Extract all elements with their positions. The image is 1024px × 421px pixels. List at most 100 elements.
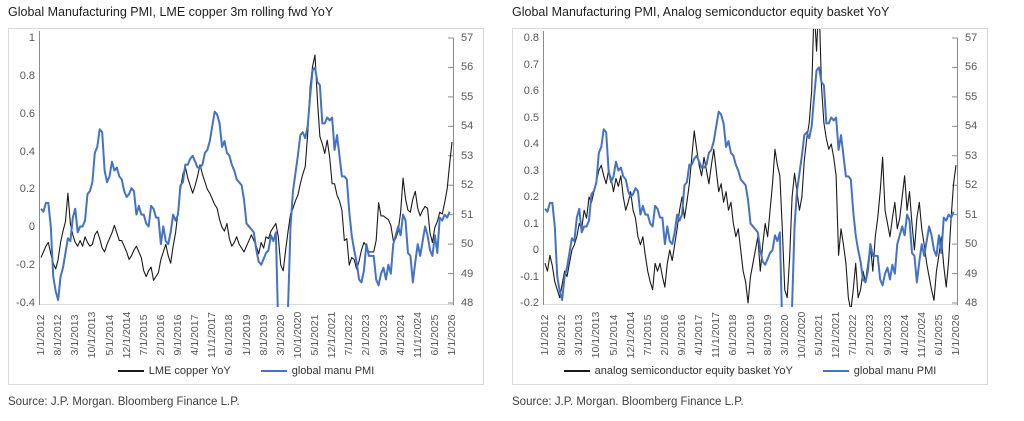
y-axis-label-right: 50: [461, 238, 474, 251]
y-axis-label-right: 48: [965, 297, 978, 309]
legend-label-analog: analog semiconductor equity basket YoY: [594, 365, 793, 377]
y-axis-label-right: 57: [461, 32, 474, 44]
y-axis-label-left: 0.4: [523, 138, 539, 150]
x-axis-label: 11/1/2017: [710, 312, 723, 358]
x-axis-label: 8/1/2012: [52, 314, 65, 356]
chart-title: Global Manufacturing PMI, Analog semicon…: [512, 5, 890, 19]
y-axis-label-right: 52: [965, 179, 978, 192]
x-axis-label: 6/1/2018: [223, 314, 236, 356]
source-note: Source: J.P. Morgan. Bloomberg Finance L…: [512, 396, 744, 408]
x-axis-label: 10/1/2020: [291, 311, 304, 359]
x-axis-label: 11/1/2024: [411, 312, 424, 358]
y-axis-label-right: 51: [965, 208, 978, 221]
y-axis-label-left: 1: [28, 32, 35, 44]
y-axis-label-left: -0.4: [16, 297, 35, 309]
legend-label-pmi: global manu PMI: [853, 365, 937, 377]
x-axis-label: 2/1/2023: [864, 314, 877, 356]
x-axis-label: 9/1/2023: [881, 314, 894, 356]
x-axis-label: 3/1/2013: [573, 314, 586, 356]
x-axis-label: 1/1/2012: [35, 314, 47, 356]
x-axis-label: 12/1/2021: [326, 311, 339, 359]
y-axis-label-right: 52: [461, 179, 474, 192]
y-axis-label-right: 53: [461, 149, 474, 162]
y-axis-label-right: 56: [461, 61, 474, 74]
series-line-analog-semiconductor-equity-basket-yoy: [544, 29, 957, 307]
x-axis-label: 9/1/2023: [377, 314, 390, 356]
series-line-global-manu-pmi: [544, 66, 955, 307]
x-axis-label: 11/1/2017: [206, 312, 219, 358]
legend-line-pmi-icon: [822, 370, 849, 372]
legend-item: analog semiconductor equity basket YoY: [563, 365, 793, 377]
legend-label-copper: LME copper YoY: [148, 365, 231, 377]
plot-frame: analog semiconductor equity basket YoY g…: [512, 28, 988, 385]
y-axis-label-left: -0.1: [520, 270, 539, 283]
x-axis-label: 5/1/2021: [309, 314, 321, 356]
x-axis-label: 1/1/2012: [539, 314, 551, 356]
y-axis-label-right: 57: [965, 32, 978, 44]
y-axis-label-left: -0.2: [520, 297, 539, 309]
x-axis-label: 4/1/2024: [394, 314, 407, 356]
y-axis-label-left: 0.2: [19, 183, 35, 196]
x-axis-label: 8/1/2019: [257, 314, 270, 356]
y-axis-label-left: 0.6: [523, 85, 539, 97]
y-axis-label-right: 53: [965, 149, 978, 162]
x-axis-label: 10/1/2020: [795, 311, 808, 359]
x-axis-label: 10/1/2013: [590, 311, 603, 359]
x-axis-label: 8/1/2019: [761, 314, 774, 356]
legend-item: global manu PMI: [260, 365, 375, 377]
x-axis-label: 3/1/2013: [69, 314, 82, 356]
y-axis-label-left: 0.2: [523, 191, 539, 203]
legend-line-analog-icon: [563, 370, 590, 372]
x-axis-label: 12/1/2014: [624, 311, 637, 359]
x-axis-label: 7/1/2022: [343, 314, 356, 356]
y-axis-label-left: 0.4: [19, 145, 35, 158]
series-line-lme-copper-yoy: [40, 54, 453, 281]
x-axis-label: 2/1/2016: [658, 314, 671, 356]
chart-title: Global Manufacturing PMI, LME copper 3m …: [8, 5, 334, 19]
y-axis-label-left: 0.6: [19, 107, 35, 120]
x-axis-label: 4/1/2017: [693, 314, 706, 356]
x-axis-label: 1/1/2026: [446, 314, 458, 356]
plot-area: [39, 31, 454, 307]
x-axis-label: 3/1/2020: [778, 314, 791, 356]
x-axis-label: 1/1/2019: [240, 314, 253, 356]
x-axis-label: 9/1/2016: [676, 314, 688, 356]
x-axis-label: 6/1/2025: [428, 314, 441, 356]
x-axis-label: 2/1/2023: [360, 314, 373, 356]
y-axis-label-right: 54: [461, 120, 474, 133]
x-axis-label: 9/1/2016: [172, 314, 184, 356]
x-axis-label: 12/1/2021: [830, 311, 843, 359]
x-axis-label: 7/1/2015: [641, 314, 654, 356]
y-axis-label-right: 51: [461, 208, 474, 221]
plot-frame: LME copper YoY global manu PMI 1 0.8 0.6 0.…: [8, 28, 484, 385]
legend: analog semiconductor equity basket YoY g…: [513, 365, 987, 377]
y-axis-label-left: 0.3: [523, 164, 539, 177]
plot-area: [543, 29, 958, 307]
series-line-global-manu-pmi: [40, 66, 451, 307]
x-axis-label: 11/1/2024: [915, 312, 928, 358]
x-axis-label: 7/1/2022: [847, 314, 860, 356]
y-axis-label-right: 55: [461, 90, 474, 103]
x-axis-label: 1/1/2026: [950, 314, 962, 356]
chart-panel-analog-semis: Global Manufacturing PMI, Analog semicon…: [512, 0, 1012, 421]
x-axis-label: 1/1/2019: [744, 314, 757, 356]
legend-line-pmi-icon: [260, 370, 287, 372]
y-axis-label-right: 49: [461, 267, 474, 280]
y-axis-label-left: 0.7: [523, 58, 539, 71]
x-axis-label: 4/1/2024: [898, 314, 911, 356]
x-axis-label: 10/1/2013: [86, 311, 99, 359]
legend: LME copper YoY global manu PMI: [9, 365, 483, 377]
y-axis-label-right: 55: [965, 90, 978, 103]
x-axis-label: 7/1/2015: [137, 314, 150, 356]
legend-line-copper-icon: [117, 370, 144, 372]
legend-label-pmi: global manu PMI: [291, 365, 375, 377]
y-axis-label-left: 0.8: [523, 32, 539, 44]
x-axis-label: 6/1/2025: [932, 314, 945, 356]
y-axis-label-left: -0.2: [16, 259, 35, 272]
x-axis-label: 6/1/2018: [727, 314, 740, 356]
x-axis-label: 2/1/2016: [154, 314, 167, 356]
y-axis-label-left: 0: [532, 244, 539, 256]
x-axis-label: 3/1/2020: [274, 314, 287, 356]
y-axis-label-left: 0.5: [523, 111, 539, 124]
